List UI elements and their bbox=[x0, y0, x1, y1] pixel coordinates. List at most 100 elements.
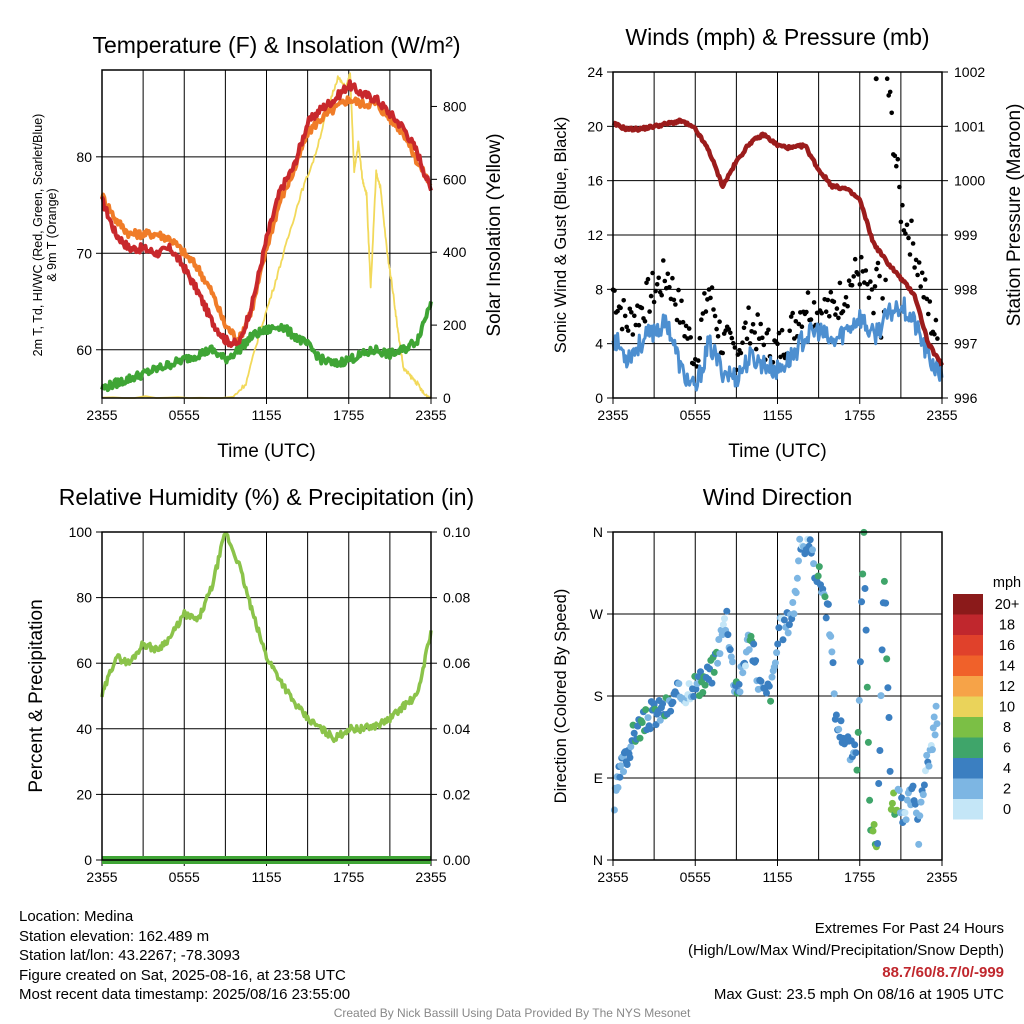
wind-gust-point bbox=[808, 317, 814, 322]
wind-gust-point bbox=[897, 184, 902, 190]
rh-ylabel-left: Percent & Precipitation bbox=[26, 599, 47, 792]
dir-point bbox=[862, 626, 870, 634]
wind-gust-point bbox=[755, 312, 760, 317]
elevation-text: Station elevation: 162.489 m bbox=[19, 927, 210, 945]
wind-gust-point bbox=[741, 325, 747, 331]
wind-gust-point bbox=[889, 110, 894, 116]
legend-label: 12 bbox=[999, 679, 1015, 695]
dir-point bbox=[824, 600, 832, 608]
wind-gust-point bbox=[935, 336, 940, 341]
dir-point bbox=[765, 682, 773, 690]
dir-point bbox=[723, 607, 731, 615]
dir-point bbox=[898, 794, 906, 802]
wind-gust-point bbox=[819, 310, 824, 316]
wind-gust-point bbox=[894, 163, 899, 169]
dir-point bbox=[708, 679, 716, 687]
wind-gust-point bbox=[636, 322, 642, 328]
wind-gust-point bbox=[869, 287, 875, 292]
wind-gust-point bbox=[653, 288, 658, 294]
dir-point bbox=[930, 713, 938, 721]
legend-label: 4 bbox=[1003, 761, 1011, 777]
legend-label: 8 bbox=[1003, 720, 1011, 736]
wind-gust-point bbox=[702, 291, 707, 296]
legend-swatch bbox=[953, 737, 983, 758]
wind-gust-point bbox=[859, 254, 864, 260]
wind-gust-point bbox=[912, 265, 917, 270]
wind-gust-point bbox=[866, 295, 872, 301]
wind-gust-point bbox=[868, 279, 873, 284]
wind-gust-point bbox=[622, 313, 628, 319]
wind-gust-point bbox=[849, 283, 855, 288]
wind-gust-point bbox=[827, 314, 832, 319]
wind-gust-point bbox=[731, 340, 736, 346]
wind-gust-point bbox=[715, 334, 721, 339]
wind-gust-point bbox=[743, 320, 748, 326]
wind-gust-point bbox=[776, 330, 782, 336]
dir-point bbox=[752, 657, 760, 665]
wind-gust-point bbox=[665, 271, 671, 277]
wind-gust-point bbox=[708, 295, 713, 301]
legend-label: 18 bbox=[999, 618, 1015, 634]
dir-point bbox=[792, 589, 800, 597]
dir-point bbox=[636, 734, 644, 742]
wind-ytick-label: 12 bbox=[587, 227, 603, 243]
dir-point bbox=[869, 827, 877, 835]
wind-gust-point bbox=[918, 284, 923, 289]
wind-gust-point bbox=[883, 277, 888, 283]
wind-gust-point bbox=[903, 231, 908, 236]
dir-point bbox=[656, 716, 664, 724]
dir-point bbox=[646, 725, 654, 733]
legend-swatch bbox=[953, 758, 983, 779]
dir-point bbox=[832, 711, 840, 719]
wind-gust-point bbox=[673, 302, 678, 307]
legend-label: 10 bbox=[999, 700, 1015, 716]
wind-max-gust-point bbox=[873, 76, 879, 82]
wind-gust-point bbox=[659, 292, 664, 298]
wind-gust-point bbox=[846, 278, 852, 284]
dir-point bbox=[739, 669, 747, 677]
rh-ytick-label: 40 bbox=[76, 721, 92, 737]
legend-label: 16 bbox=[999, 638, 1015, 654]
wind-gust-point bbox=[686, 326, 692, 331]
dir-ytick-label: N bbox=[593, 852, 603, 868]
dir-point bbox=[710, 668, 718, 676]
legend-label: 2 bbox=[1003, 782, 1011, 798]
wind-gust-point bbox=[671, 297, 677, 303]
rh-xtick-label: 1755 bbox=[333, 869, 364, 885]
dir-xtick-label: 1755 bbox=[844, 869, 875, 885]
wind-gust-point bbox=[670, 275, 675, 281]
wind-gust-point bbox=[752, 330, 757, 335]
legend-label: 0 bbox=[1003, 802, 1011, 818]
wind-gust-point bbox=[667, 284, 672, 290]
wind-gust-point bbox=[656, 275, 661, 281]
dir-point bbox=[809, 546, 816, 554]
wind-series-pressure bbox=[611, 117, 945, 367]
temp-ylabel-left-2: & 9m T (Orange) bbox=[45, 188, 59, 281]
legend-swatch bbox=[953, 594, 983, 615]
dir-ytick-label: N bbox=[593, 524, 603, 540]
wind-gust-point bbox=[843, 295, 849, 300]
dir-point bbox=[882, 599, 890, 607]
rh-ytick-right-label: 0.02 bbox=[443, 786, 470, 802]
wind-gust-point bbox=[699, 317, 704, 323]
wind-gust-point bbox=[884, 76, 890, 81]
wind-gust-point bbox=[615, 308, 620, 314]
extremes-values: 88.7/60/8.7/0/-999 bbox=[882, 964, 1004, 981]
dir-point bbox=[880, 577, 888, 585]
rh-ytick-right-label: 0.10 bbox=[443, 524, 470, 540]
wind-gust-point bbox=[932, 331, 937, 337]
wind-gust-point bbox=[744, 336, 750, 342]
wind-gust-point bbox=[680, 319, 686, 325]
dir-point bbox=[779, 636, 787, 644]
dir-point bbox=[863, 683, 871, 691]
wind-gust-point bbox=[630, 332, 636, 337]
wind-gust-point bbox=[654, 282, 660, 287]
wind-gust-point bbox=[642, 319, 648, 324]
wind-gust-point bbox=[639, 305, 645, 311]
wind-gust-point bbox=[851, 274, 856, 279]
dir-point bbox=[815, 563, 823, 571]
wind-gust-point bbox=[709, 285, 715, 290]
wind-gust-point bbox=[877, 273, 882, 279]
wind-gust-point bbox=[907, 252, 913, 257]
temp-ytick-label: 60 bbox=[76, 342, 92, 358]
